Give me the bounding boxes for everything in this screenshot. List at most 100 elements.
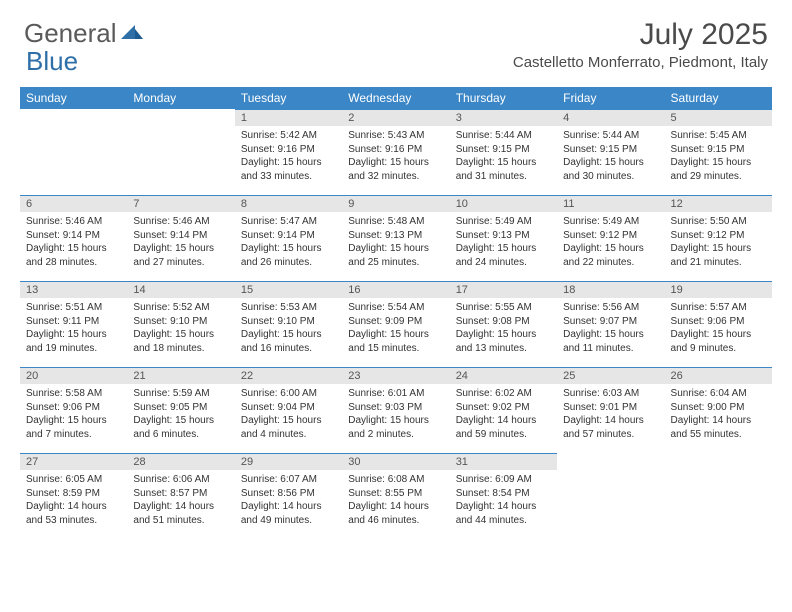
day-number: 29 bbox=[235, 453, 342, 470]
calendar-day-cell: 11Sunrise: 5:49 AMSunset: 9:12 PMDayligh… bbox=[557, 195, 664, 281]
day-number: 23 bbox=[342, 367, 449, 384]
day-content: Sunrise: 5:46 AMSunset: 9:14 PMDaylight:… bbox=[127, 212, 234, 272]
day-content: Sunrise: 5:57 AMSunset: 9:06 PMDaylight:… bbox=[665, 298, 772, 358]
calendar-day-cell: 15Sunrise: 5:53 AMSunset: 9:10 PMDayligh… bbox=[235, 281, 342, 367]
calendar-day-cell: 12Sunrise: 5:50 AMSunset: 9:12 PMDayligh… bbox=[665, 195, 772, 281]
day-number: 6 bbox=[20, 195, 127, 212]
calendar-day-cell bbox=[127, 109, 234, 195]
day-content: Sunrise: 6:03 AMSunset: 9:01 PMDaylight:… bbox=[557, 384, 664, 444]
day-content: Sunrise: 6:06 AMSunset: 8:57 PMDaylight:… bbox=[127, 470, 234, 530]
calendar-day-cell: 4Sunrise: 5:44 AMSunset: 9:15 PMDaylight… bbox=[557, 109, 664, 195]
day-number: 13 bbox=[20, 281, 127, 298]
brand-text-blue: Blue bbox=[26, 46, 78, 77]
day-content: Sunrise: 5:52 AMSunset: 9:10 PMDaylight:… bbox=[127, 298, 234, 358]
calendar-day-cell: 30Sunrise: 6:08 AMSunset: 8:55 PMDayligh… bbox=[342, 453, 449, 539]
calendar-day-cell: 3Sunrise: 5:44 AMSunset: 9:15 PMDaylight… bbox=[450, 109, 557, 195]
day-content: Sunrise: 5:45 AMSunset: 9:15 PMDaylight:… bbox=[665, 126, 772, 186]
day-content: Sunrise: 6:08 AMSunset: 8:55 PMDaylight:… bbox=[342, 470, 449, 530]
day-content: Sunrise: 6:07 AMSunset: 8:56 PMDaylight:… bbox=[235, 470, 342, 530]
calendar-day-cell: 25Sunrise: 6:03 AMSunset: 9:01 PMDayligh… bbox=[557, 367, 664, 453]
weekday-header: Sunday bbox=[20, 87, 127, 109]
day-number: 7 bbox=[127, 195, 234, 212]
day-content: Sunrise: 6:00 AMSunset: 9:04 PMDaylight:… bbox=[235, 384, 342, 444]
calendar-day-cell: 10Sunrise: 5:49 AMSunset: 9:13 PMDayligh… bbox=[450, 195, 557, 281]
day-number: 31 bbox=[450, 453, 557, 470]
day-content: Sunrise: 5:59 AMSunset: 9:05 PMDaylight:… bbox=[127, 384, 234, 444]
calendar-week-row: 1Sunrise: 5:42 AMSunset: 9:16 PMDaylight… bbox=[20, 109, 772, 195]
brand-text-general: General bbox=[24, 18, 117, 49]
calendar-day-cell: 6Sunrise: 5:46 AMSunset: 9:14 PMDaylight… bbox=[20, 195, 127, 281]
calendar-day-cell: 9Sunrise: 5:48 AMSunset: 9:13 PMDaylight… bbox=[342, 195, 449, 281]
calendar-day-cell: 16Sunrise: 5:54 AMSunset: 9:09 PMDayligh… bbox=[342, 281, 449, 367]
calendar-day-cell: 24Sunrise: 6:02 AMSunset: 9:02 PMDayligh… bbox=[450, 367, 557, 453]
calendar-week-row: 20Sunrise: 5:58 AMSunset: 9:06 PMDayligh… bbox=[20, 367, 772, 453]
day-content: Sunrise: 5:44 AMSunset: 9:15 PMDaylight:… bbox=[450, 126, 557, 186]
brand-triangle-icon bbox=[121, 23, 143, 41]
calendar-day-cell: 21Sunrise: 5:59 AMSunset: 9:05 PMDayligh… bbox=[127, 367, 234, 453]
calendar-day-cell: 7Sunrise: 5:46 AMSunset: 9:14 PMDaylight… bbox=[127, 195, 234, 281]
day-number: 1 bbox=[235, 109, 342, 126]
weekday-header: Thursday bbox=[450, 87, 557, 109]
day-content: Sunrise: 5:43 AMSunset: 9:16 PMDaylight:… bbox=[342, 126, 449, 186]
day-content: Sunrise: 5:54 AMSunset: 9:09 PMDaylight:… bbox=[342, 298, 449, 358]
brand-logo: General bbox=[24, 18, 145, 49]
calendar-day-cell: 23Sunrise: 6:01 AMSunset: 9:03 PMDayligh… bbox=[342, 367, 449, 453]
weekday-header: Monday bbox=[127, 87, 234, 109]
calendar-day-cell: 22Sunrise: 6:00 AMSunset: 9:04 PMDayligh… bbox=[235, 367, 342, 453]
calendar-week-row: 13Sunrise: 5:51 AMSunset: 9:11 PMDayligh… bbox=[20, 281, 772, 367]
calendar-day-cell: 26Sunrise: 6:04 AMSunset: 9:00 PMDayligh… bbox=[665, 367, 772, 453]
weekday-header: Saturday bbox=[665, 87, 772, 109]
day-number: 14 bbox=[127, 281, 234, 298]
day-number: 3 bbox=[450, 109, 557, 126]
day-content: Sunrise: 5:48 AMSunset: 9:13 PMDaylight:… bbox=[342, 212, 449, 272]
calendar-day-cell: 31Sunrise: 6:09 AMSunset: 8:54 PMDayligh… bbox=[450, 453, 557, 539]
day-number: 15 bbox=[235, 281, 342, 298]
day-content: Sunrise: 5:49 AMSunset: 9:12 PMDaylight:… bbox=[557, 212, 664, 272]
day-content: Sunrise: 5:58 AMSunset: 9:06 PMDaylight:… bbox=[20, 384, 127, 444]
title-block: July 2025 Castelletto Monferrato, Piedmo… bbox=[513, 18, 768, 71]
day-content: Sunrise: 6:09 AMSunset: 8:54 PMDaylight:… bbox=[450, 470, 557, 530]
day-content: Sunrise: 6:02 AMSunset: 9:02 PMDaylight:… bbox=[450, 384, 557, 444]
day-content: Sunrise: 5:47 AMSunset: 9:14 PMDaylight:… bbox=[235, 212, 342, 272]
calendar-day-cell bbox=[20, 109, 127, 195]
calendar-header-row: SundayMondayTuesdayWednesdayThursdayFrid… bbox=[20, 87, 772, 109]
day-content: Sunrise: 5:55 AMSunset: 9:08 PMDaylight:… bbox=[450, 298, 557, 358]
day-number: 8 bbox=[235, 195, 342, 212]
calendar-body: 1Sunrise: 5:42 AMSunset: 9:16 PMDaylight… bbox=[20, 109, 772, 539]
day-number: 2 bbox=[342, 109, 449, 126]
weekday-header: Wednesday bbox=[342, 87, 449, 109]
day-number: 4 bbox=[557, 109, 664, 126]
day-content: Sunrise: 5:44 AMSunset: 9:15 PMDaylight:… bbox=[557, 126, 664, 186]
calendar-day-cell: 8Sunrise: 5:47 AMSunset: 9:14 PMDaylight… bbox=[235, 195, 342, 281]
day-number: 25 bbox=[557, 367, 664, 384]
calendar-week-row: 27Sunrise: 6:05 AMSunset: 8:59 PMDayligh… bbox=[20, 453, 772, 539]
weekday-header: Tuesday bbox=[235, 87, 342, 109]
day-content: Sunrise: 5:42 AMSunset: 9:16 PMDaylight:… bbox=[235, 126, 342, 186]
day-number: 12 bbox=[665, 195, 772, 212]
day-number: 21 bbox=[127, 367, 234, 384]
calendar-day-cell: 5Sunrise: 5:45 AMSunset: 9:15 PMDaylight… bbox=[665, 109, 772, 195]
day-content: Sunrise: 5:46 AMSunset: 9:14 PMDaylight:… bbox=[20, 212, 127, 272]
day-number: 28 bbox=[127, 453, 234, 470]
day-content: Sunrise: 5:51 AMSunset: 9:11 PMDaylight:… bbox=[20, 298, 127, 358]
calendar-week-row: 6Sunrise: 5:46 AMSunset: 9:14 PMDaylight… bbox=[20, 195, 772, 281]
calendar-day-cell: 1Sunrise: 5:42 AMSunset: 9:16 PMDaylight… bbox=[235, 109, 342, 195]
day-number: 30 bbox=[342, 453, 449, 470]
day-number: 5 bbox=[665, 109, 772, 126]
calendar-day-cell bbox=[557, 453, 664, 539]
day-number: 22 bbox=[235, 367, 342, 384]
day-content: Sunrise: 5:53 AMSunset: 9:10 PMDaylight:… bbox=[235, 298, 342, 358]
calendar-day-cell: 29Sunrise: 6:07 AMSunset: 8:56 PMDayligh… bbox=[235, 453, 342, 539]
page-header: General July 2025 Castelletto Monferrato… bbox=[0, 0, 792, 79]
day-number: 16 bbox=[342, 281, 449, 298]
day-number: 9 bbox=[342, 195, 449, 212]
day-content: Sunrise: 6:04 AMSunset: 9:00 PMDaylight:… bbox=[665, 384, 772, 444]
day-number: 19 bbox=[665, 281, 772, 298]
calendar-table: SundayMondayTuesdayWednesdayThursdayFrid… bbox=[20, 87, 772, 539]
weekday-header: Friday bbox=[557, 87, 664, 109]
calendar-day-cell: 27Sunrise: 6:05 AMSunset: 8:59 PMDayligh… bbox=[20, 453, 127, 539]
day-content: Sunrise: 5:56 AMSunset: 9:07 PMDaylight:… bbox=[557, 298, 664, 358]
calendar-day-cell: 2Sunrise: 5:43 AMSunset: 9:16 PMDaylight… bbox=[342, 109, 449, 195]
day-number: 18 bbox=[557, 281, 664, 298]
month-title: July 2025 bbox=[513, 18, 768, 52]
